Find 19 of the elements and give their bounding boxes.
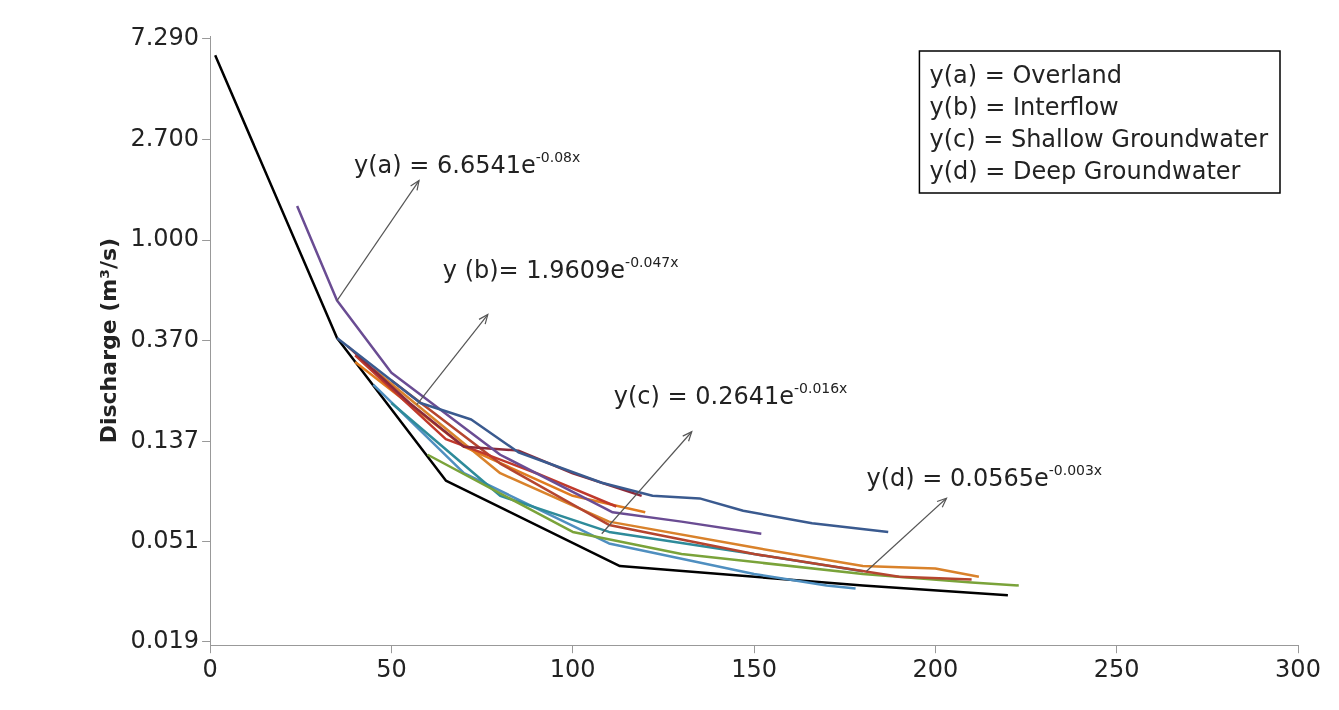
y-tick-label: 1.000: [130, 224, 200, 253]
y-axis-title: Discharge (m³/s): [95, 237, 121, 444]
x-tick-label: 0: [202, 654, 218, 683]
y-tick-label: 0.370: [130, 324, 200, 353]
x-tick-label: 150: [731, 654, 777, 683]
annotation: y(d) = Deep Groundwater: [929, 157, 1241, 185]
annotation: y(c) = Shallow Groundwater: [929, 125, 1269, 153]
y-tick-label: 0.051: [130, 525, 200, 554]
annotation: y(b) = Interflow: [929, 93, 1119, 121]
annotation: y(a) = Overland: [929, 61, 1122, 89]
x-tick-label: 250: [1093, 654, 1140, 683]
y-tick-label: 0.019: [130, 625, 200, 654]
y-tick-label: 0.137: [130, 425, 200, 454]
x-tick-label: 200: [912, 654, 959, 683]
y-tick-label: 7.290: [130, 23, 200, 52]
y-tick-label: 2.700: [130, 123, 200, 152]
x-tick-label: 100: [549, 654, 596, 683]
x-tick-label: 50: [376, 654, 407, 683]
x-tick-label: 300: [1275, 654, 1321, 683]
